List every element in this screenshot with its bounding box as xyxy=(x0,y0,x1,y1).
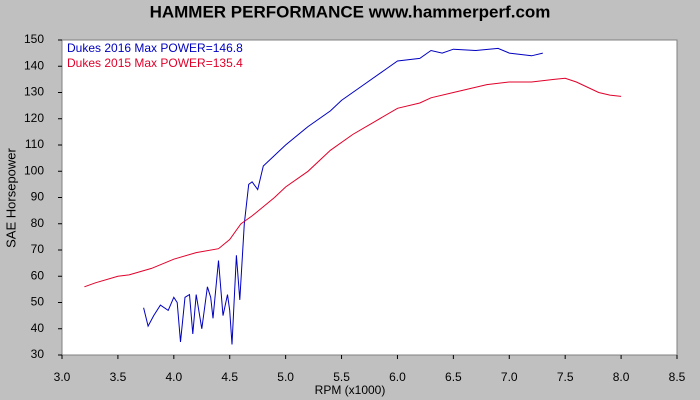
y-tick-label: 110 xyxy=(25,137,44,151)
chart-title: HAMMER PERFORMANCE www.hammerperf.com xyxy=(150,2,551,21)
x-tick-label: 3.5 xyxy=(110,370,127,384)
x-tick-label: 6.5 xyxy=(445,370,462,384)
x-tick-label: 6.0 xyxy=(389,370,406,384)
x-tick-label: 4.0 xyxy=(165,370,182,384)
y-tick-label: 40 xyxy=(31,321,45,335)
series-line xyxy=(143,47,543,345)
x-tick-label: 8.0 xyxy=(613,370,630,384)
x-tick-label: 5.0 xyxy=(277,370,294,384)
y-tick-label: 80 xyxy=(31,216,45,230)
y-tick-label: 50 xyxy=(31,295,45,309)
y-tick-label: 130 xyxy=(24,85,44,99)
x-tick-label: 3.0 xyxy=(54,370,71,384)
plot-area xyxy=(61,39,678,356)
x-tick-label: 8.5 xyxy=(669,370,686,384)
y-tick-label: 100 xyxy=(24,163,44,177)
y-tick-label: 70 xyxy=(31,242,45,256)
legend-entry: Dukes 2016 Max POWER=146.8 xyxy=(67,41,243,55)
legend-entry: Dukes 2015 Max POWER=135.4 xyxy=(67,56,243,70)
y-tick-label: 150 xyxy=(24,32,44,46)
y-tick-label: 30 xyxy=(31,347,45,361)
y-tick-label: 60 xyxy=(31,268,45,282)
y-tick-label: 120 xyxy=(24,111,44,125)
x-tick-label: 5.5 xyxy=(333,370,350,384)
x-tick-label: 7.0 xyxy=(501,370,518,384)
x-tick-label: 4.5 xyxy=(221,370,238,384)
y-tick-label: 140 xyxy=(24,58,44,72)
x-axis-label: RPM (x1000) xyxy=(315,383,386,397)
x-tick-label: 7.5 xyxy=(557,370,574,384)
series-line xyxy=(84,77,622,288)
y-tick-label: 90 xyxy=(31,190,45,204)
y-axis-label: SAE Horsepower xyxy=(3,147,18,247)
